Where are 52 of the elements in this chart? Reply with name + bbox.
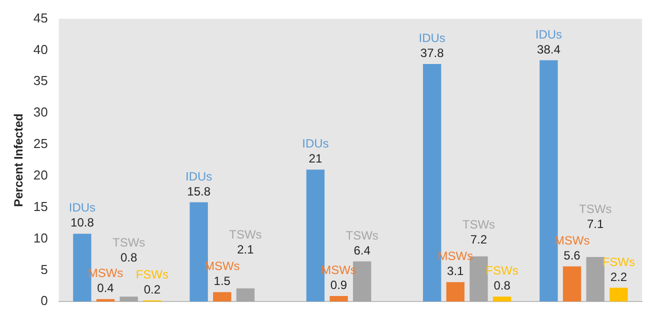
data-label: 7.2 bbox=[470, 232, 488, 246]
data-label: 10.8 bbox=[70, 216, 94, 230]
data-label: 2.1 bbox=[237, 242, 254, 256]
data-label: 21 bbox=[308, 152, 322, 166]
y-tick-label: 5 bbox=[40, 262, 48, 277]
data-label: 5.6 bbox=[564, 248, 581, 262]
data-label: 7.1 bbox=[587, 216, 604, 231]
y-tick-label: 0 bbox=[40, 293, 48, 308]
bar bbox=[120, 296, 138, 302]
bar bbox=[610, 288, 628, 302]
bar bbox=[586, 256, 604, 302]
data-label: 37.8 bbox=[420, 46, 444, 60]
y-tick-label: 25 bbox=[33, 136, 48, 152]
y-tick-label: 40 bbox=[33, 42, 48, 57]
y-tick-label: 30 bbox=[33, 104, 48, 120]
data-label: 0.2 bbox=[144, 282, 161, 296]
text: TSWs bbox=[229, 227, 262, 242]
y-tick-label: 45 bbox=[33, 10, 48, 26]
bar bbox=[330, 296, 348, 302]
series-label: FSWs bbox=[136, 267, 168, 282]
text: IDUs bbox=[535, 27, 562, 42]
y-tick-label: 35 bbox=[33, 73, 48, 88]
series-label: TSWs bbox=[346, 228, 378, 242]
text: FSWs bbox=[602, 254, 636, 269]
data-label: 0.9 bbox=[330, 278, 348, 292]
data-label: 3.1 bbox=[447, 264, 464, 278]
data-label: 0.8 bbox=[494, 278, 511, 293]
y-tick-label: 15 bbox=[33, 198, 48, 214]
text: IDUs bbox=[185, 169, 212, 184]
series-label: IDUs bbox=[68, 200, 96, 215]
text: TSWs bbox=[112, 236, 146, 250]
bar bbox=[562, 266, 582, 302]
data-label: 0.8 bbox=[120, 250, 138, 265]
text: IDUs bbox=[302, 136, 329, 151]
data-label: 2.2 bbox=[610, 270, 628, 284]
data-label: 15.8 bbox=[187, 184, 211, 198]
y-tick-label: 20 bbox=[33, 167, 48, 182]
bar bbox=[492, 296, 512, 302]
y-axis-title: Percent Infected bbox=[12, 114, 26, 207]
data-label: 0.4 bbox=[97, 281, 114, 296]
data-label: 6.4 bbox=[354, 243, 371, 258]
bar bbox=[236, 288, 255, 302]
bar bbox=[213, 292, 232, 302]
text: IDUs bbox=[418, 31, 446, 46]
bar bbox=[96, 299, 115, 302]
bar bbox=[446, 282, 464, 302]
text: TSWs bbox=[579, 202, 612, 216]
data-label: 1.5 bbox=[214, 274, 231, 288]
data-label: 38.4 bbox=[537, 42, 561, 56]
text: FSWs bbox=[486, 264, 518, 278]
y-tick-label: 10 bbox=[33, 230, 48, 246]
text: TSWs bbox=[462, 217, 496, 232]
